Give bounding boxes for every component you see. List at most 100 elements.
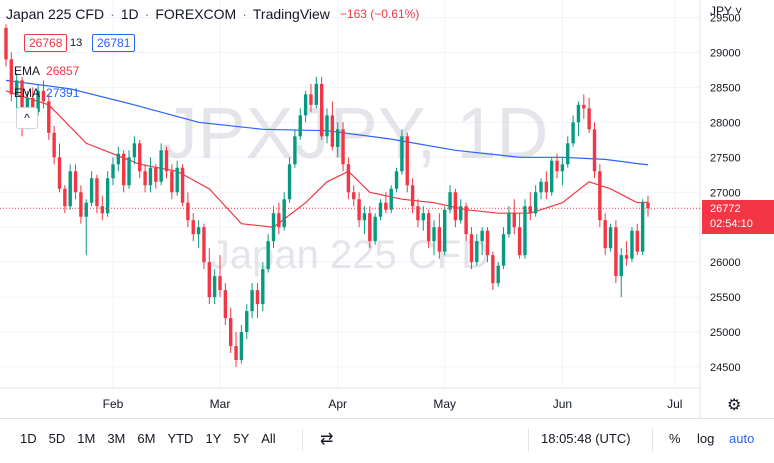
sell-button[interactable]: 26768 — [24, 34, 68, 52]
candle-body[interactable] — [95, 178, 99, 207]
candle-body[interactable] — [100, 206, 104, 214]
candle-body[interactable] — [170, 171, 174, 193]
candle-body[interactable] — [587, 108, 591, 130]
candle-body[interactable] — [405, 136, 409, 186]
candle-body[interactable] — [608, 227, 613, 249]
range-1y-button[interactable]: 1Y — [205, 431, 222, 446]
candle-body[interactable] — [148, 167, 153, 186]
candle-body[interactable] — [539, 181, 543, 193]
candle-body[interactable] — [68, 171, 72, 207]
candle-body[interactable] — [614, 227, 618, 277]
candle-body[interactable] — [180, 167, 185, 203]
candle-body[interactable] — [357, 199, 361, 221]
candle-body[interactable] — [384, 202, 388, 210]
candle-body[interactable] — [443, 209, 447, 252]
candle-body[interactable] — [122, 153, 126, 186]
candle-body[interactable] — [309, 94, 313, 105]
candle-body[interactable] — [271, 213, 276, 242]
range-5y-button[interactable]: 5Y — [233, 431, 250, 446]
candle-body[interactable] — [52, 132, 56, 158]
currency-selector[interactable]: JPY ˅ — [710, 4, 743, 18]
candle-body[interactable] — [485, 230, 490, 256]
candle-body[interactable] — [619, 255, 623, 277]
candle-body[interactable] — [394, 171, 399, 189]
range-ytd-button[interactable]: YTD — [167, 431, 194, 446]
candle-body[interactable] — [480, 230, 484, 242]
range-3m-button[interactable]: 3M — [107, 431, 126, 446]
candle-body[interactable] — [346, 164, 351, 193]
candle-body[interactable] — [303, 94, 308, 116]
candle-body[interactable] — [571, 122, 575, 144]
candle-body[interactable] — [277, 213, 281, 228]
candle-body[interactable] — [239, 332, 244, 361]
percent-scale-toggle[interactable]: % — [669, 431, 681, 446]
candle-body[interactable] — [410, 185, 415, 207]
candle-body[interactable] — [432, 227, 436, 242]
candle-body[interactable] — [250, 290, 254, 312]
candle-body[interactable] — [47, 101, 51, 133]
candle-body[interactable] — [79, 192, 83, 217]
candle-body[interactable] — [164, 150, 169, 172]
candle-body[interactable] — [603, 220, 607, 249]
candle-body[interactable] — [635, 230, 639, 252]
candle-body[interactable] — [475, 241, 479, 263]
candle-body[interactable] — [255, 290, 260, 305]
settings-gear-icon[interactable]: ⚙ — [727, 397, 742, 414]
candle-body[interactable] — [630, 230, 634, 259]
utc-clock[interactable]: 18:05:48 (UTC) — [541, 431, 631, 446]
candle-body[interactable] — [282, 199, 286, 228]
candle-body[interactable] — [218, 276, 222, 291]
candle-body[interactable] — [20, 80, 24, 126]
candle-body[interactable] — [132, 143, 137, 158]
auto-scale-toggle[interactable]: auto — [729, 431, 755, 446]
candle-body[interactable] — [287, 164, 292, 200]
candle-body[interactable] — [84, 202, 88, 217]
candle-body[interactable] — [459, 206, 463, 221]
candle-body[interactable] — [31, 97, 35, 112]
candle-body[interactable] — [116, 153, 121, 165]
candle-body[interactable] — [223, 290, 228, 319]
candle-body[interactable] — [202, 227, 206, 263]
candle-body[interactable] — [426, 213, 431, 242]
candle-body[interactable] — [421, 213, 425, 221]
candle-body[interactable] — [378, 202, 383, 217]
candle-body[interactable] — [448, 192, 452, 210]
candle-body[interactable] — [143, 171, 147, 186]
candle-body[interactable] — [566, 143, 570, 165]
candle-body[interactable] — [245, 311, 249, 333]
candle-body[interactable] — [362, 213, 367, 221]
candle-body[interactable] — [528, 206, 532, 214]
log-scale-toggle[interactable]: log — [697, 431, 715, 446]
candle-body[interactable] — [314, 83, 318, 105]
candle-body[interactable] — [293, 136, 297, 165]
candle-body[interactable] — [464, 206, 468, 235]
candle-body[interactable] — [41, 90, 46, 102]
candle-body[interactable] — [266, 241, 270, 270]
candle-body[interactable] — [36, 90, 40, 112]
candle-body[interactable] — [159, 150, 163, 182]
candle-body[interactable] — [400, 136, 404, 172]
candle-body[interactable] — [560, 164, 565, 172]
candle-body[interactable] — [389, 188, 393, 210]
candle-body[interactable] — [416, 206, 420, 221]
range-1d-button[interactable]: 1D — [20, 431, 37, 446]
candle-body[interactable] — [624, 255, 629, 259]
candle-body[interactable] — [196, 227, 201, 235]
candle-body[interactable] — [57, 157, 62, 189]
date-range-icon[interactable]: ⇄ — [320, 431, 334, 448]
range-1m-button[interactable]: 1M — [77, 431, 96, 446]
interval-label[interactable]: 1D — [120, 6, 139, 22]
candle-body[interactable] — [646, 202, 650, 209]
candle-body[interactable] — [73, 171, 78, 193]
range-5d-button[interactable]: 5D — [48, 431, 66, 446]
candle-body[interactable] — [544, 181, 549, 193]
candle-body[interactable] — [352, 192, 356, 200]
candle-body[interactable] — [598, 171, 602, 221]
candle-body[interactable] — [373, 216, 377, 242]
candle-body[interactable] — [298, 115, 302, 137]
candle-body[interactable] — [336, 129, 340, 147]
candle-body[interactable] — [191, 220, 195, 235]
candle-body[interactable] — [330, 115, 335, 147]
candle-body[interactable] — [9, 59, 14, 95]
candle-body[interactable] — [4, 27, 8, 60]
